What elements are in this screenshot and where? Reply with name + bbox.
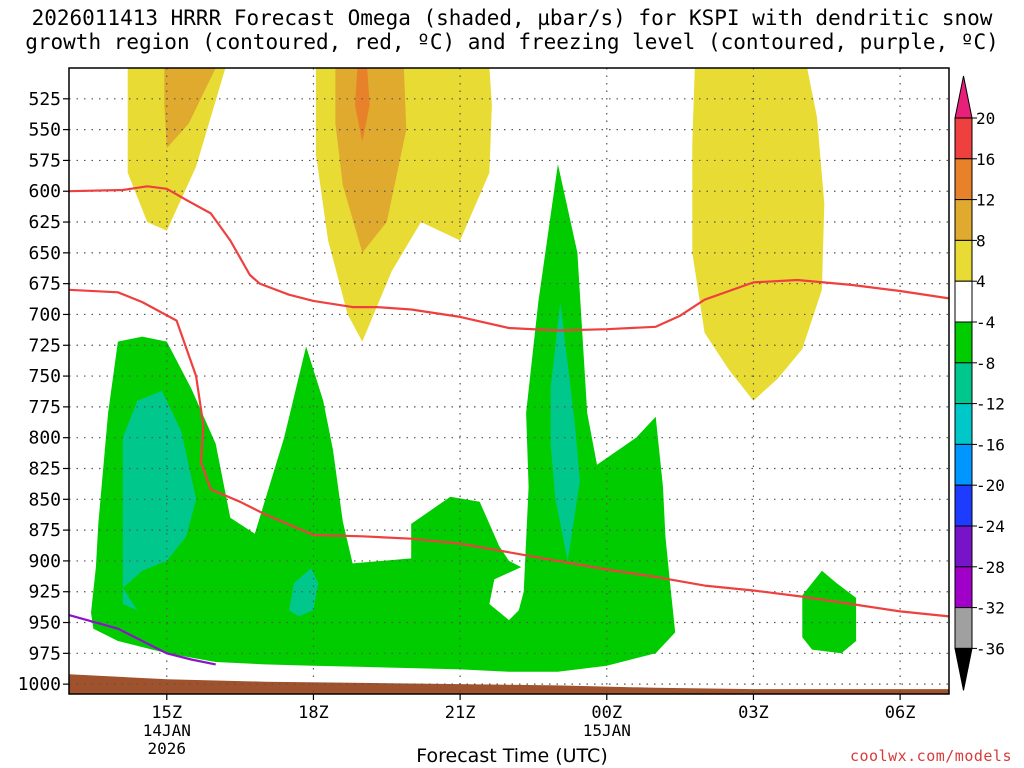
colorbar-swatch	[954, 280, 973, 323]
y-tick-label: 950	[28, 613, 61, 634]
colorbar-label: -16	[976, 435, 1005, 454]
colorbar-swatch	[954, 443, 973, 486]
colorbar-swatch	[954, 566, 973, 609]
x-tick-label: 15Z	[151, 703, 182, 723]
y-tick-label: 825	[28, 458, 61, 479]
terrain-layer	[69, 674, 949, 694]
y-tick-label: 925	[28, 582, 61, 603]
y-tick-label: 700	[28, 304, 61, 325]
ascent-deep-orange-center-region	[355, 68, 370, 142]
colorbar-label: -32	[976, 599, 1005, 618]
colorbar: 20 16 12 8 4 -4 -8 -12 -16 -20 -24 -28 -32 -36	[954, 75, 1005, 691]
y-tick-label: 800	[28, 428, 61, 449]
colorbar-swatch	[954, 525, 973, 568]
ascent-yellow-left-region	[127, 68, 226, 231]
ascent-orange-left-region	[164, 68, 216, 149]
colorbar-label: -28	[976, 558, 1005, 577]
x-tick-label: 18Z	[298, 703, 329, 723]
colorbar-swatch	[954, 403, 973, 445]
y-tick-label: 600	[28, 181, 61, 202]
chart-title-line-2: growth region (contoured, red, ºC) and f…	[25, 30, 999, 54]
x-tick-sublabel: 2026	[148, 739, 187, 758]
x-axis-title: Forecast Time (UTC)	[416, 745, 608, 767]
dgz-contour-upper	[68, 185, 950, 332]
descent-teal-left-region	[122, 390, 197, 611]
chart-title: 2026011413 HRRR Forecast Omega (shaded, …	[0, 6, 1024, 54]
y-tick-label: 850	[28, 489, 61, 510]
y-tick-label: 775	[28, 397, 61, 418]
y-axis: 525 550 575 600 625 650 675 700 725 750 775 800 825 8…	[18, 89, 69, 695]
omega-shading	[91, 68, 857, 672]
y-tick-label: 875	[28, 520, 61, 541]
x-tick-label: 00Z	[591, 703, 622, 723]
descent-green-small-right-region	[802, 570, 857, 654]
descent-green-left-region	[91, 164, 676, 672]
colorbar-swatch	[954, 117, 973, 160]
descent-teal-center-region	[550, 302, 580, 561]
colorbar-swatch	[954, 362, 973, 405]
colorbar-label: 20	[976, 109, 995, 128]
colorbar-swatch	[954, 484, 973, 527]
colorbar-label: -36	[976, 639, 1005, 658]
contour-lines	[68, 185, 950, 666]
colorbar-bottom-arrow	[954, 647, 973, 691]
colorbar-swatch	[954, 239, 973, 282]
y-tick-label: 650	[28, 243, 61, 264]
x-tick-label: 06Z	[885, 703, 916, 723]
colorbar-label: -8	[976, 354, 995, 373]
chart-title-line-1: 2026011413 HRRR Forecast Omega (shaded, …	[31, 6, 993, 30]
y-tick-label: 975	[28, 643, 61, 664]
ascent-yellow-right-region	[692, 68, 825, 401]
x-tick-sublabel: 15JAN	[583, 721, 631, 740]
x-tick-label: 21Z	[445, 703, 476, 723]
y-tick-label: 900	[28, 551, 61, 572]
colorbar-label: -24	[976, 517, 1005, 536]
colorbar-swatch	[954, 607, 973, 649]
watermark-text: coolwx.com/models	[849, 747, 1012, 765]
y-tick-label: 1000	[18, 674, 61, 695]
y-tick-label: 550	[28, 120, 61, 141]
y-tick-label: 575	[28, 150, 61, 171]
colorbar-label: -4	[976, 313, 995, 332]
y-tick-label: 625	[28, 212, 61, 233]
x-tick-label: 03Z	[738, 703, 769, 723]
colorbar-label: 4	[976, 272, 986, 291]
colorbar-label: 16	[976, 150, 995, 169]
colorbar-swatch	[954, 158, 973, 201]
dgz-contour-lower	[68, 288, 950, 618]
freezing-level-contour	[68, 614, 216, 666]
y-tick-label: 675	[28, 274, 61, 295]
terrain-fill	[69, 674, 949, 694]
colorbar-label: 12	[976, 191, 995, 210]
colorbar-label: -20	[976, 476, 1005, 495]
y-tick-label: 525	[28, 89, 61, 110]
ascent-orange-center-region	[335, 68, 407, 253]
x-tick-sublabel: 14JAN	[143, 721, 191, 740]
y-tick-label: 725	[28, 335, 61, 356]
colorbar-label: 8	[976, 231, 986, 250]
colorbar-swatch	[954, 321, 973, 364]
y-tick-label: 750	[28, 366, 61, 387]
plot-frame	[68, 67, 950, 695]
colorbar-top-arrow	[954, 75, 973, 119]
descent-teal-small-region	[289, 568, 319, 617]
colorbar-swatch	[954, 199, 973, 241]
colorbar-label: -12	[976, 395, 1005, 414]
